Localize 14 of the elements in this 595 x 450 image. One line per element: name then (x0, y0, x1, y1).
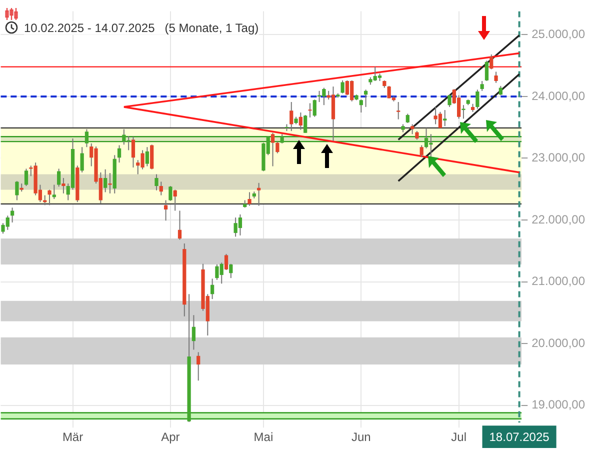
y-tick-label: 23.000,00 (532, 150, 586, 165)
x-tick-label: Jun (351, 430, 371, 444)
y-tick-label: 20.000,00 (532, 336, 586, 350)
x-tick-label: Mai (254, 430, 274, 444)
y-tick-label: 21.000,00 (532, 274, 586, 288)
x-tick-label: Jul (451, 430, 466, 444)
x-tick-label: Mär (62, 430, 84, 444)
x-tick-label: 18.07.2025 (489, 430, 550, 444)
y-tick-label: 25.000,00 (532, 26, 586, 41)
y-tick-label: 24.000,00 (532, 88, 586, 103)
x-tick-label: Apr (161, 430, 180, 444)
y-tick-label: 19.000,00 (532, 398, 586, 412)
y-tick-label: 22.000,00 (532, 212, 586, 226)
text: 10.02.2025 - 14.07.2025 (5 Monate, 1 Tag) (24, 21, 259, 35)
